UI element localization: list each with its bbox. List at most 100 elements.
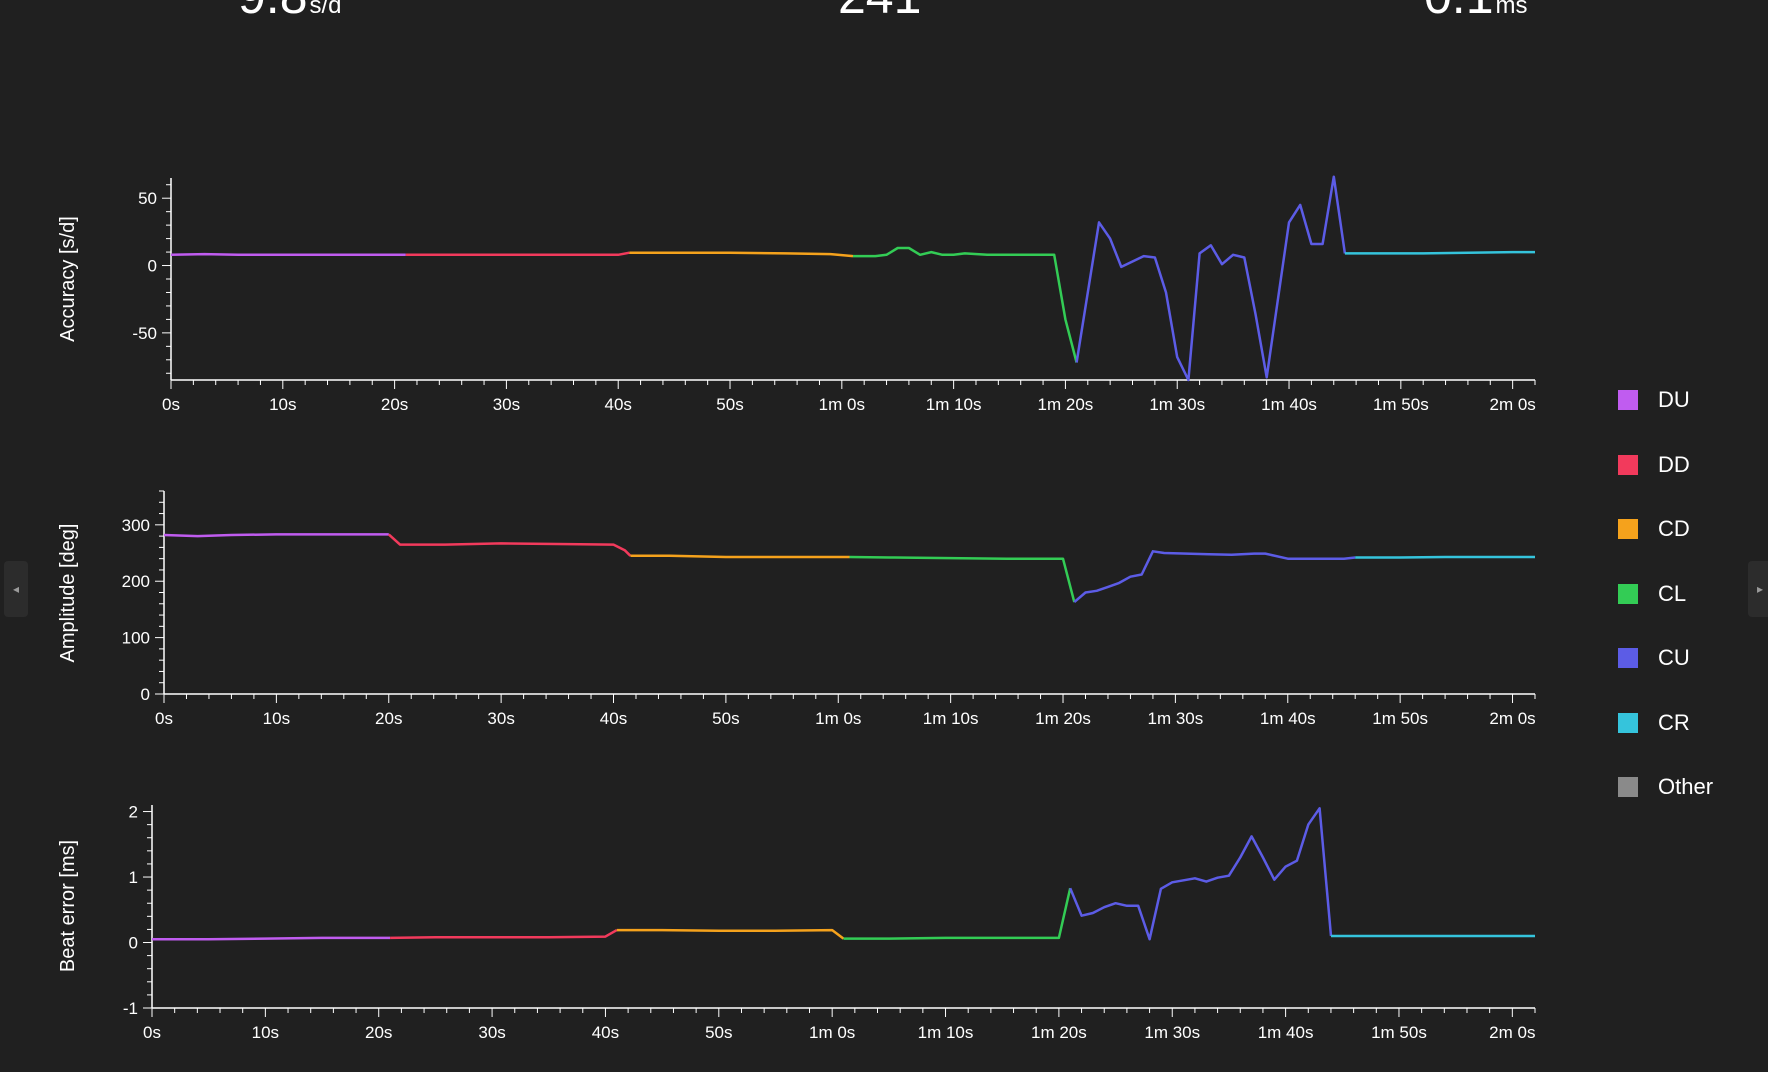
x-tick-label: 1m 0s xyxy=(809,1023,855,1042)
chevron-left-icon: ◂ xyxy=(12,582,20,596)
x-tick-label: 1m 50s xyxy=(1372,709,1428,728)
x-tick-label: 1m 40s xyxy=(1260,709,1316,728)
x-tick-label: 1m 10s xyxy=(918,1023,974,1042)
series-line-6 xyxy=(1344,250,1535,255)
x-tick-label: 2m 0s xyxy=(1489,1023,1535,1042)
x-tick-label: 20s xyxy=(381,395,408,414)
y-tick-label: 2 xyxy=(129,803,138,822)
series-line-3 xyxy=(616,928,845,940)
x-tick-label: 1m 40s xyxy=(1258,1023,1314,1042)
y-tick-label: 100 xyxy=(122,629,150,648)
x-tick-label: 50s xyxy=(705,1023,732,1042)
y-tick-label: 1 xyxy=(129,868,138,887)
legend-item-cr[interactable]: CR xyxy=(1618,708,1690,738)
series-line-6 xyxy=(1355,555,1535,559)
x-tick-label: 40s xyxy=(592,1023,619,1042)
legend-item-dd[interactable]: DD xyxy=(1618,450,1690,480)
x-tick-label: 30s xyxy=(487,709,514,728)
legend-swatch xyxy=(1618,712,1638,733)
series-line-2 xyxy=(390,929,618,940)
beat-error-unit: ms xyxy=(1495,0,1528,19)
x-tick-label: 2m 0s xyxy=(1489,709,1535,728)
nav-right-button[interactable]: ▸ xyxy=(1748,561,1768,617)
x-tick-label: 50s xyxy=(716,395,743,414)
x-tick-label: 10s xyxy=(252,1023,279,1042)
x-tick-label: 1m 0s xyxy=(819,395,865,414)
series-line-5 xyxy=(1069,807,1333,941)
x-tick-label: 1m 50s xyxy=(1373,395,1429,414)
chevron-right-icon: ▸ xyxy=(1756,582,1764,596)
y-axis-label: Beat error [ms] xyxy=(57,840,79,972)
legend-swatch xyxy=(1618,390,1638,410)
x-tick-label: 1m 0s xyxy=(815,709,861,728)
amplitude-stat: 241 xyxy=(838,0,923,21)
accuracy-unit: s/d xyxy=(309,0,342,19)
x-tick-label: 1m 30s xyxy=(1144,1023,1200,1042)
legend-label: DD xyxy=(1658,451,1690,477)
series-line-4 xyxy=(843,887,1072,940)
x-tick-label: 1m 40s xyxy=(1261,395,1317,414)
y-tick-label: -50 xyxy=(132,324,157,343)
series-line-2 xyxy=(387,533,632,557)
legend-item-other[interactable]: Other xyxy=(1618,772,1713,802)
x-tick-label: 1m 30s xyxy=(1148,709,1204,728)
legend-item-cd[interactable]: CD xyxy=(1618,514,1690,544)
series-line-3 xyxy=(629,251,854,258)
accuracy-stat: 9.8 s/d xyxy=(238,0,342,21)
beat-error-stat: 0.1 ms xyxy=(1424,0,1528,21)
x-tick-label: 40s xyxy=(600,709,627,728)
x-tick-label: 20s xyxy=(365,1023,392,1042)
x-tick-label: 40s xyxy=(605,395,632,414)
x-tick-label: 1m 30s xyxy=(1149,395,1205,414)
legend-label: Other xyxy=(1658,774,1714,799)
legend-item-cl[interactable]: CL xyxy=(1618,579,1686,609)
y-tick-label: 0 xyxy=(129,934,138,953)
x-tick-label: 50s xyxy=(712,709,739,728)
x-tick-label: 30s xyxy=(493,395,520,414)
series-line-2 xyxy=(405,251,630,257)
y-tick-label: 50 xyxy=(138,189,157,208)
x-tick-label: 10s xyxy=(269,395,296,414)
x-tick-label: 10s xyxy=(263,709,290,728)
x-tick-label: 1m 10s xyxy=(926,395,982,414)
x-tick-label: 1m 10s xyxy=(923,709,979,728)
legend-item-du[interactable]: DU xyxy=(1618,385,1690,415)
x-tick-label: 20s xyxy=(375,709,402,728)
x-tick-label: 2m 0s xyxy=(1489,395,1535,414)
legend-swatch xyxy=(1618,583,1638,604)
series-line-1 xyxy=(163,533,389,538)
x-tick-label: 1m 50s xyxy=(1371,1023,1427,1042)
legend-swatch xyxy=(1618,519,1638,539)
y-axis-label: Amplitude [deg] xyxy=(57,524,79,663)
series-line-4 xyxy=(849,555,1076,603)
x-tick-label: 0s xyxy=(155,709,173,728)
x-tick-label: 1m 20s xyxy=(1035,709,1091,728)
series-line-4 xyxy=(853,246,1078,363)
y-tick-label: 0 xyxy=(141,685,150,704)
legend-swatch xyxy=(1618,454,1638,475)
nav-left-button[interactable]: ◂ xyxy=(4,561,28,617)
legend-label: CD xyxy=(1658,516,1690,541)
x-tick-label: 30s xyxy=(478,1023,505,1042)
series-line-1 xyxy=(152,936,391,941)
legend-item-cu[interactable]: CU xyxy=(1618,643,1690,673)
series-line-3 xyxy=(630,554,850,559)
y-axis-label: Accuracy [s/d] xyxy=(57,216,79,342)
x-tick-label: 0s xyxy=(143,1023,161,1042)
series-line-5 xyxy=(1073,550,1356,604)
legend-label: DU xyxy=(1658,387,1690,412)
legend-label: CR xyxy=(1658,709,1690,735)
y-tick-label: 200 xyxy=(122,572,150,591)
legend-swatch xyxy=(1618,648,1638,668)
x-tick-label: 0s xyxy=(162,395,180,414)
y-tick-label: -1 xyxy=(123,999,138,1018)
x-tick-label: 1m 20s xyxy=(1031,1023,1087,1042)
y-tick-label: 300 xyxy=(122,516,150,535)
series-line-5 xyxy=(1075,175,1347,382)
legend-swatch xyxy=(1618,777,1638,797)
y-tick-label: 0 xyxy=(148,257,157,276)
legend-label: CU xyxy=(1658,645,1690,670)
accuracy-value: 9.8 xyxy=(238,0,308,21)
amplitude-value: 241 xyxy=(838,0,921,21)
